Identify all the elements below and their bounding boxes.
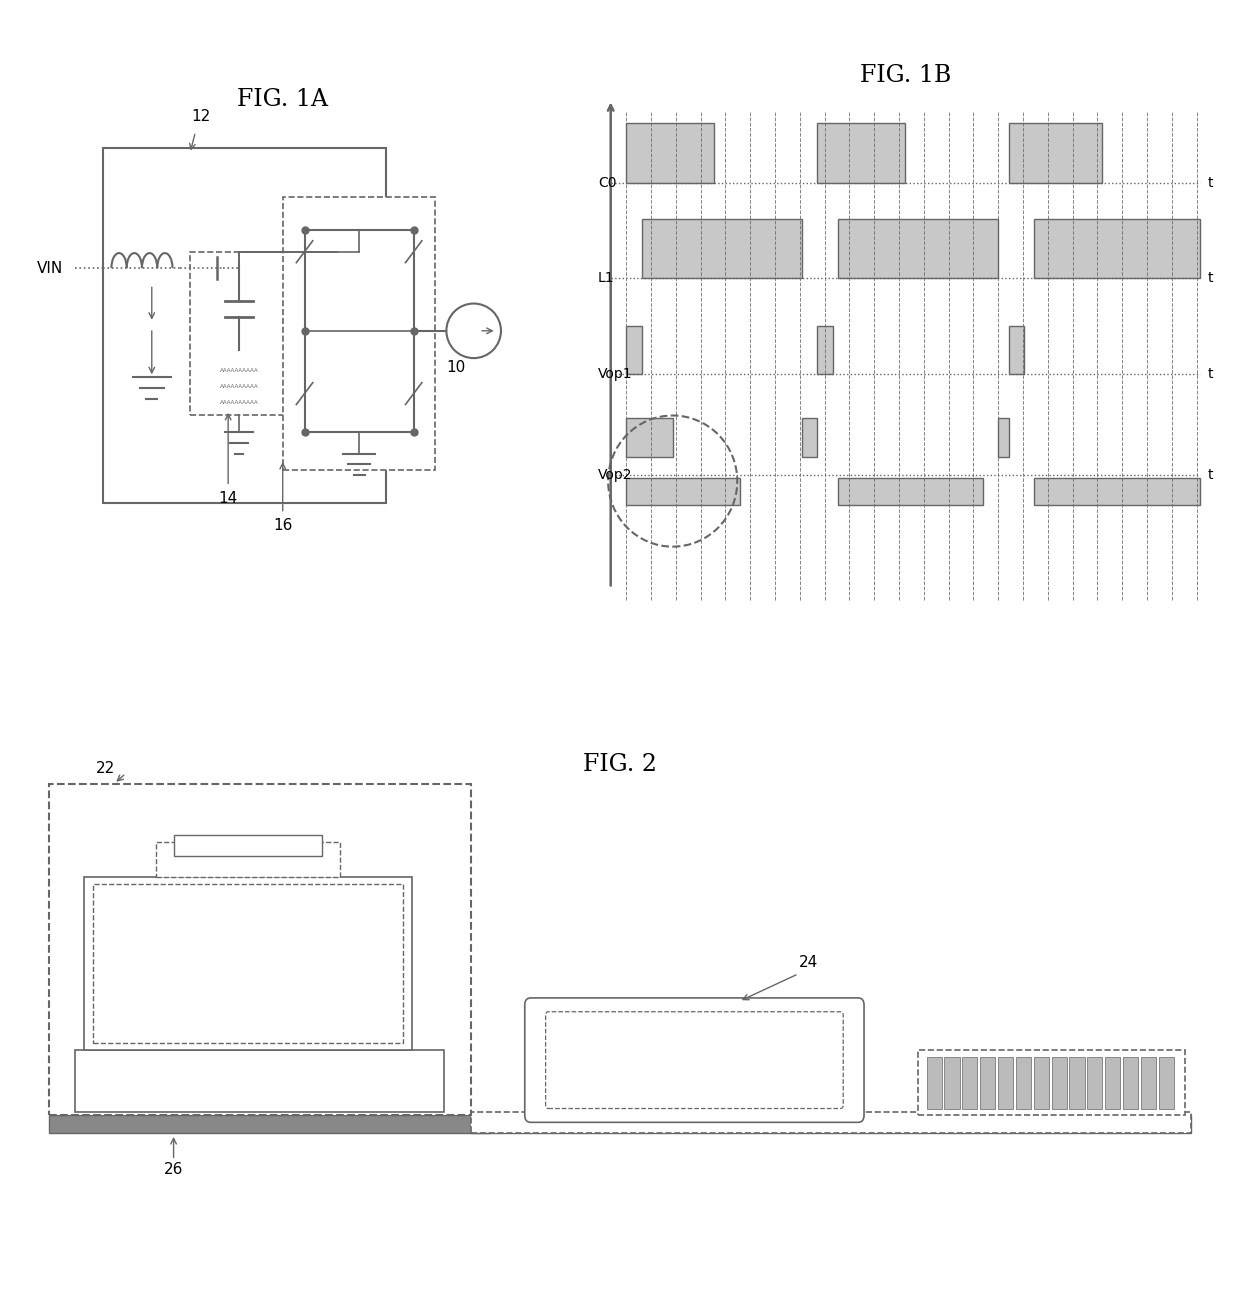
Bar [84,877,412,1050]
Bar [156,842,340,877]
Bar [283,197,435,470]
Text: 10: 10 [446,360,466,375]
FancyBboxPatch shape [546,1012,843,1108]
Text: L1: L1 [598,271,614,285]
Bar [802,419,817,457]
Bar [1016,1056,1030,1108]
Text: FIG. 1B: FIG. 1B [859,64,951,87]
Bar [626,327,642,373]
Bar [998,419,1008,457]
Bar [1069,1056,1085,1108]
Text: Vop1: Vop1 [598,367,632,381]
Bar [626,123,714,183]
Bar [1034,478,1199,505]
Bar [76,1050,444,1112]
Text: 24: 24 [799,955,818,969]
FancyBboxPatch shape [525,998,864,1122]
Text: t: t [1208,176,1213,191]
Bar [174,836,322,857]
Bar [1158,1056,1174,1108]
Bar [93,884,403,1043]
Bar [918,1050,1185,1116]
Bar [980,1056,996,1108]
Bar [926,1056,941,1108]
Text: 26: 26 [164,1163,184,1177]
Bar [1008,327,1024,373]
Bar [471,1112,1192,1133]
Bar [48,1116,1192,1133]
Text: AAAAAAAAAA: AAAAAAAAAA [219,384,258,389]
Bar [817,327,833,373]
Polygon shape [196,257,217,279]
Bar [626,478,740,505]
Text: t: t [1208,468,1213,482]
Text: 22: 22 [97,761,115,776]
Bar [1141,1056,1156,1108]
Text: Vop2: Vop2 [598,468,632,482]
Bar [103,148,387,503]
Bar [945,1056,960,1108]
Bar [642,219,802,279]
Bar [838,478,982,505]
Text: FIG. 2: FIG. 2 [583,753,657,775]
Bar [838,219,998,279]
Text: VIN: VIN [37,260,63,276]
Bar [190,251,288,416]
Text: 14: 14 [218,491,238,505]
Bar [1087,1056,1102,1108]
Bar [1034,219,1199,279]
Text: FIG. 1A: FIG. 1A [237,88,329,111]
Bar [817,123,905,183]
Bar [48,784,471,1116]
Bar [962,1056,977,1108]
Text: t: t [1208,271,1213,285]
Text: AAAAAAAAAA: AAAAAAAAAA [219,400,258,406]
Bar [626,419,672,457]
Bar [1123,1056,1138,1108]
Bar [1034,1056,1049,1108]
Bar [1008,123,1101,183]
Text: t: t [1208,367,1213,381]
Text: C0: C0 [598,176,616,191]
Bar [1052,1056,1066,1108]
Text: 12: 12 [191,109,211,124]
Text: 16: 16 [273,518,293,533]
Text: AAAAAAAAAA: AAAAAAAAAA [219,368,258,373]
Bar [1105,1056,1120,1108]
Bar [998,1056,1013,1108]
